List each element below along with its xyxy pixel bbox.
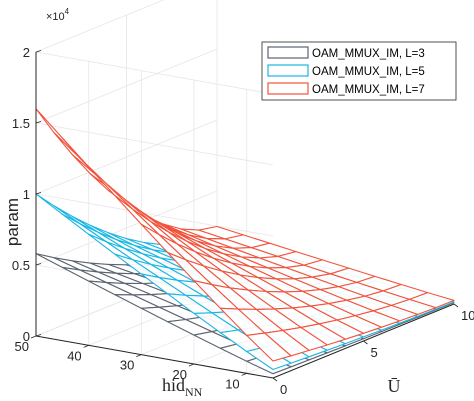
y-axis-line xyxy=(35,335,274,379)
y-tick-label: 50 xyxy=(15,339,29,354)
x-axis-label: Ū xyxy=(388,376,401,396)
z-tick-label: 2 xyxy=(23,45,30,60)
z-axis-label: param xyxy=(3,198,22,246)
legend-swatch xyxy=(267,46,309,59)
x-tick-mark xyxy=(363,340,368,345)
z-tick-label: 0.5 xyxy=(12,258,30,273)
x-tick-mark xyxy=(272,377,278,382)
z-tick-mark xyxy=(35,121,42,124)
z-tick-label: 1 xyxy=(23,187,30,202)
y-tick-mark xyxy=(241,372,247,376)
y-tick-label: 30 xyxy=(120,358,134,373)
legend: OAM_MMUX_IM, L=3 OAM_MMUX_IM, L=5 OAM_MMUX… xyxy=(261,41,457,101)
y-tick-mark xyxy=(83,344,89,348)
legend-label: OAM_MMUX_IM, L=7 xyxy=(312,84,425,96)
legend-swatch xyxy=(267,82,309,95)
z-tick-mark xyxy=(35,334,42,337)
surface-3 xyxy=(35,108,455,362)
legend-label: OAM_MMUX_IM, L=5 xyxy=(312,66,425,78)
z-tick-mark xyxy=(35,263,42,266)
surface-plots xyxy=(35,108,455,375)
z-exponent-label: ×104 xyxy=(46,7,70,23)
y-tick-mark xyxy=(30,335,37,339)
legend-swatch xyxy=(267,64,309,77)
y-tick-mark xyxy=(188,363,195,367)
x-tick-label: 5 xyxy=(371,345,378,360)
x-tick-label: 0 xyxy=(280,382,287,397)
y-tick-label: 10 xyxy=(225,376,239,391)
y-tick-mark xyxy=(136,354,142,358)
x-tick-mark xyxy=(453,303,459,308)
z-tick-label: 0 xyxy=(23,329,30,344)
z-tick-label: 1.5 xyxy=(12,116,30,131)
legend-label: OAM_MMUX_IM, L=3 xyxy=(312,48,425,60)
z-tick-mark xyxy=(35,192,42,195)
z-tick-mark xyxy=(35,50,42,53)
y-tick-label: 20 xyxy=(173,367,187,382)
y-tick-label: 40 xyxy=(67,348,81,363)
x-tick-label: 10 xyxy=(461,308,474,323)
surface-cell xyxy=(409,292,455,309)
y-axis-label: hidNN xyxy=(162,375,203,399)
